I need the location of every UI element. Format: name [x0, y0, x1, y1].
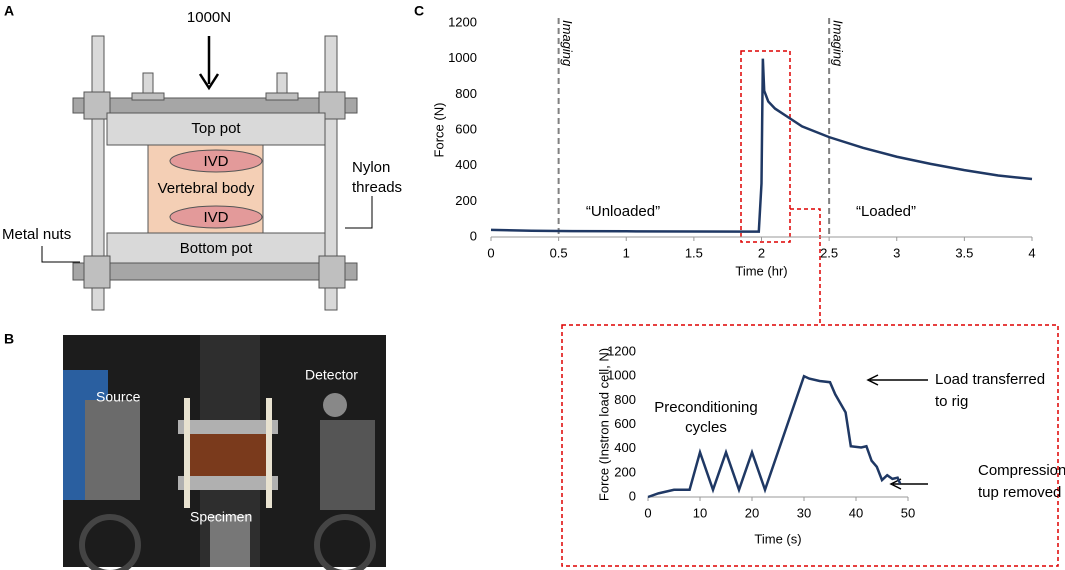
y-tick-label: 1000	[448, 50, 477, 65]
panel-label: C	[414, 3, 424, 19]
photo	[63, 335, 386, 570]
y-tick-label: 400	[455, 157, 477, 172]
annotation: cycles	[685, 419, 727, 436]
x-tick-label: 1	[623, 245, 630, 260]
data-line	[647, 374, 902, 499]
y-axis-label: Force (Instron load cell, N)	[596, 348, 611, 501]
ivd-label: IVD	[203, 209, 228, 226]
panel-label: B	[4, 331, 14, 347]
annotation: Preconditioning	[654, 399, 757, 416]
nylon-label: threads	[352, 179, 402, 196]
imaging-label: Imaging	[560, 20, 575, 67]
annotation: Load transferred	[935, 371, 1045, 388]
y-tick-label: 200	[455, 193, 477, 208]
y-tick-label: 800	[455, 86, 477, 101]
bottom-pot-label: Bottom pot	[180, 240, 253, 257]
y-tick-label: 1200	[607, 343, 636, 358]
y-tick-label: 200	[614, 464, 636, 479]
x-tick-label: 30	[797, 505, 811, 520]
x-tick-label: 0.5	[550, 245, 568, 260]
data-line	[490, 58, 1033, 233]
highlight	[561, 50, 1059, 567]
x-tick-label: 2.5	[820, 245, 838, 260]
annotation: “Loaded”	[856, 203, 916, 220]
source-label: Source	[96, 389, 141, 405]
y-tick-label: 0	[629, 488, 636, 503]
ivd-label: IVD	[203, 153, 228, 170]
x-tick-label: 4	[1028, 245, 1035, 260]
panel-label: A	[4, 3, 14, 19]
top-pot-label: Top pot	[191, 120, 241, 137]
x-tick-label: 50	[901, 505, 915, 520]
x-tick-label: 3	[893, 245, 900, 260]
imaging-label: Imaging	[831, 20, 846, 67]
annotation: tup removed	[978, 484, 1061, 501]
y-tick-label: 600	[614, 416, 636, 431]
y-tick-label: 1200	[448, 14, 477, 29]
y-tick-label: 800	[614, 392, 636, 407]
x-tick-label: 3.5	[955, 245, 973, 260]
specimen-label: Specimen	[190, 509, 252, 525]
load-label: 1000N	[187, 9, 231, 26]
x-tick-label: 2	[758, 245, 765, 260]
x-tick-label: 20	[745, 505, 759, 520]
y-tick-label: 400	[614, 440, 636, 455]
annotation: Compression	[978, 462, 1065, 479]
y-axis-label: Force (N)	[431, 103, 446, 158]
x-tick-label: 0	[644, 505, 651, 520]
x-axis-label: Time (hr)	[735, 263, 787, 278]
x-tick-label: 1.5	[685, 245, 703, 260]
nylon-label: Nylon	[352, 159, 390, 176]
annotation: to rig	[935, 393, 968, 410]
y-tick-label: 600	[455, 121, 477, 136]
x-tick-label: 40	[849, 505, 863, 520]
rig-diagram	[41, 35, 373, 311]
body-label: Vertebral body	[158, 180, 255, 197]
inset-arrows	[866, 374, 928, 490]
detector-label: Detector	[305, 367, 358, 383]
y-tick-label: 1000	[607, 368, 636, 383]
x-axis-label: Time (s)	[754, 531, 801, 546]
y-tick-label: 0	[470, 228, 477, 243]
nuts-label: Metal nuts	[2, 226, 71, 243]
x-tick-label: 10	[693, 505, 707, 520]
x-tick-label: 0	[487, 245, 494, 260]
annotation: “Unloaded”	[586, 203, 660, 220]
